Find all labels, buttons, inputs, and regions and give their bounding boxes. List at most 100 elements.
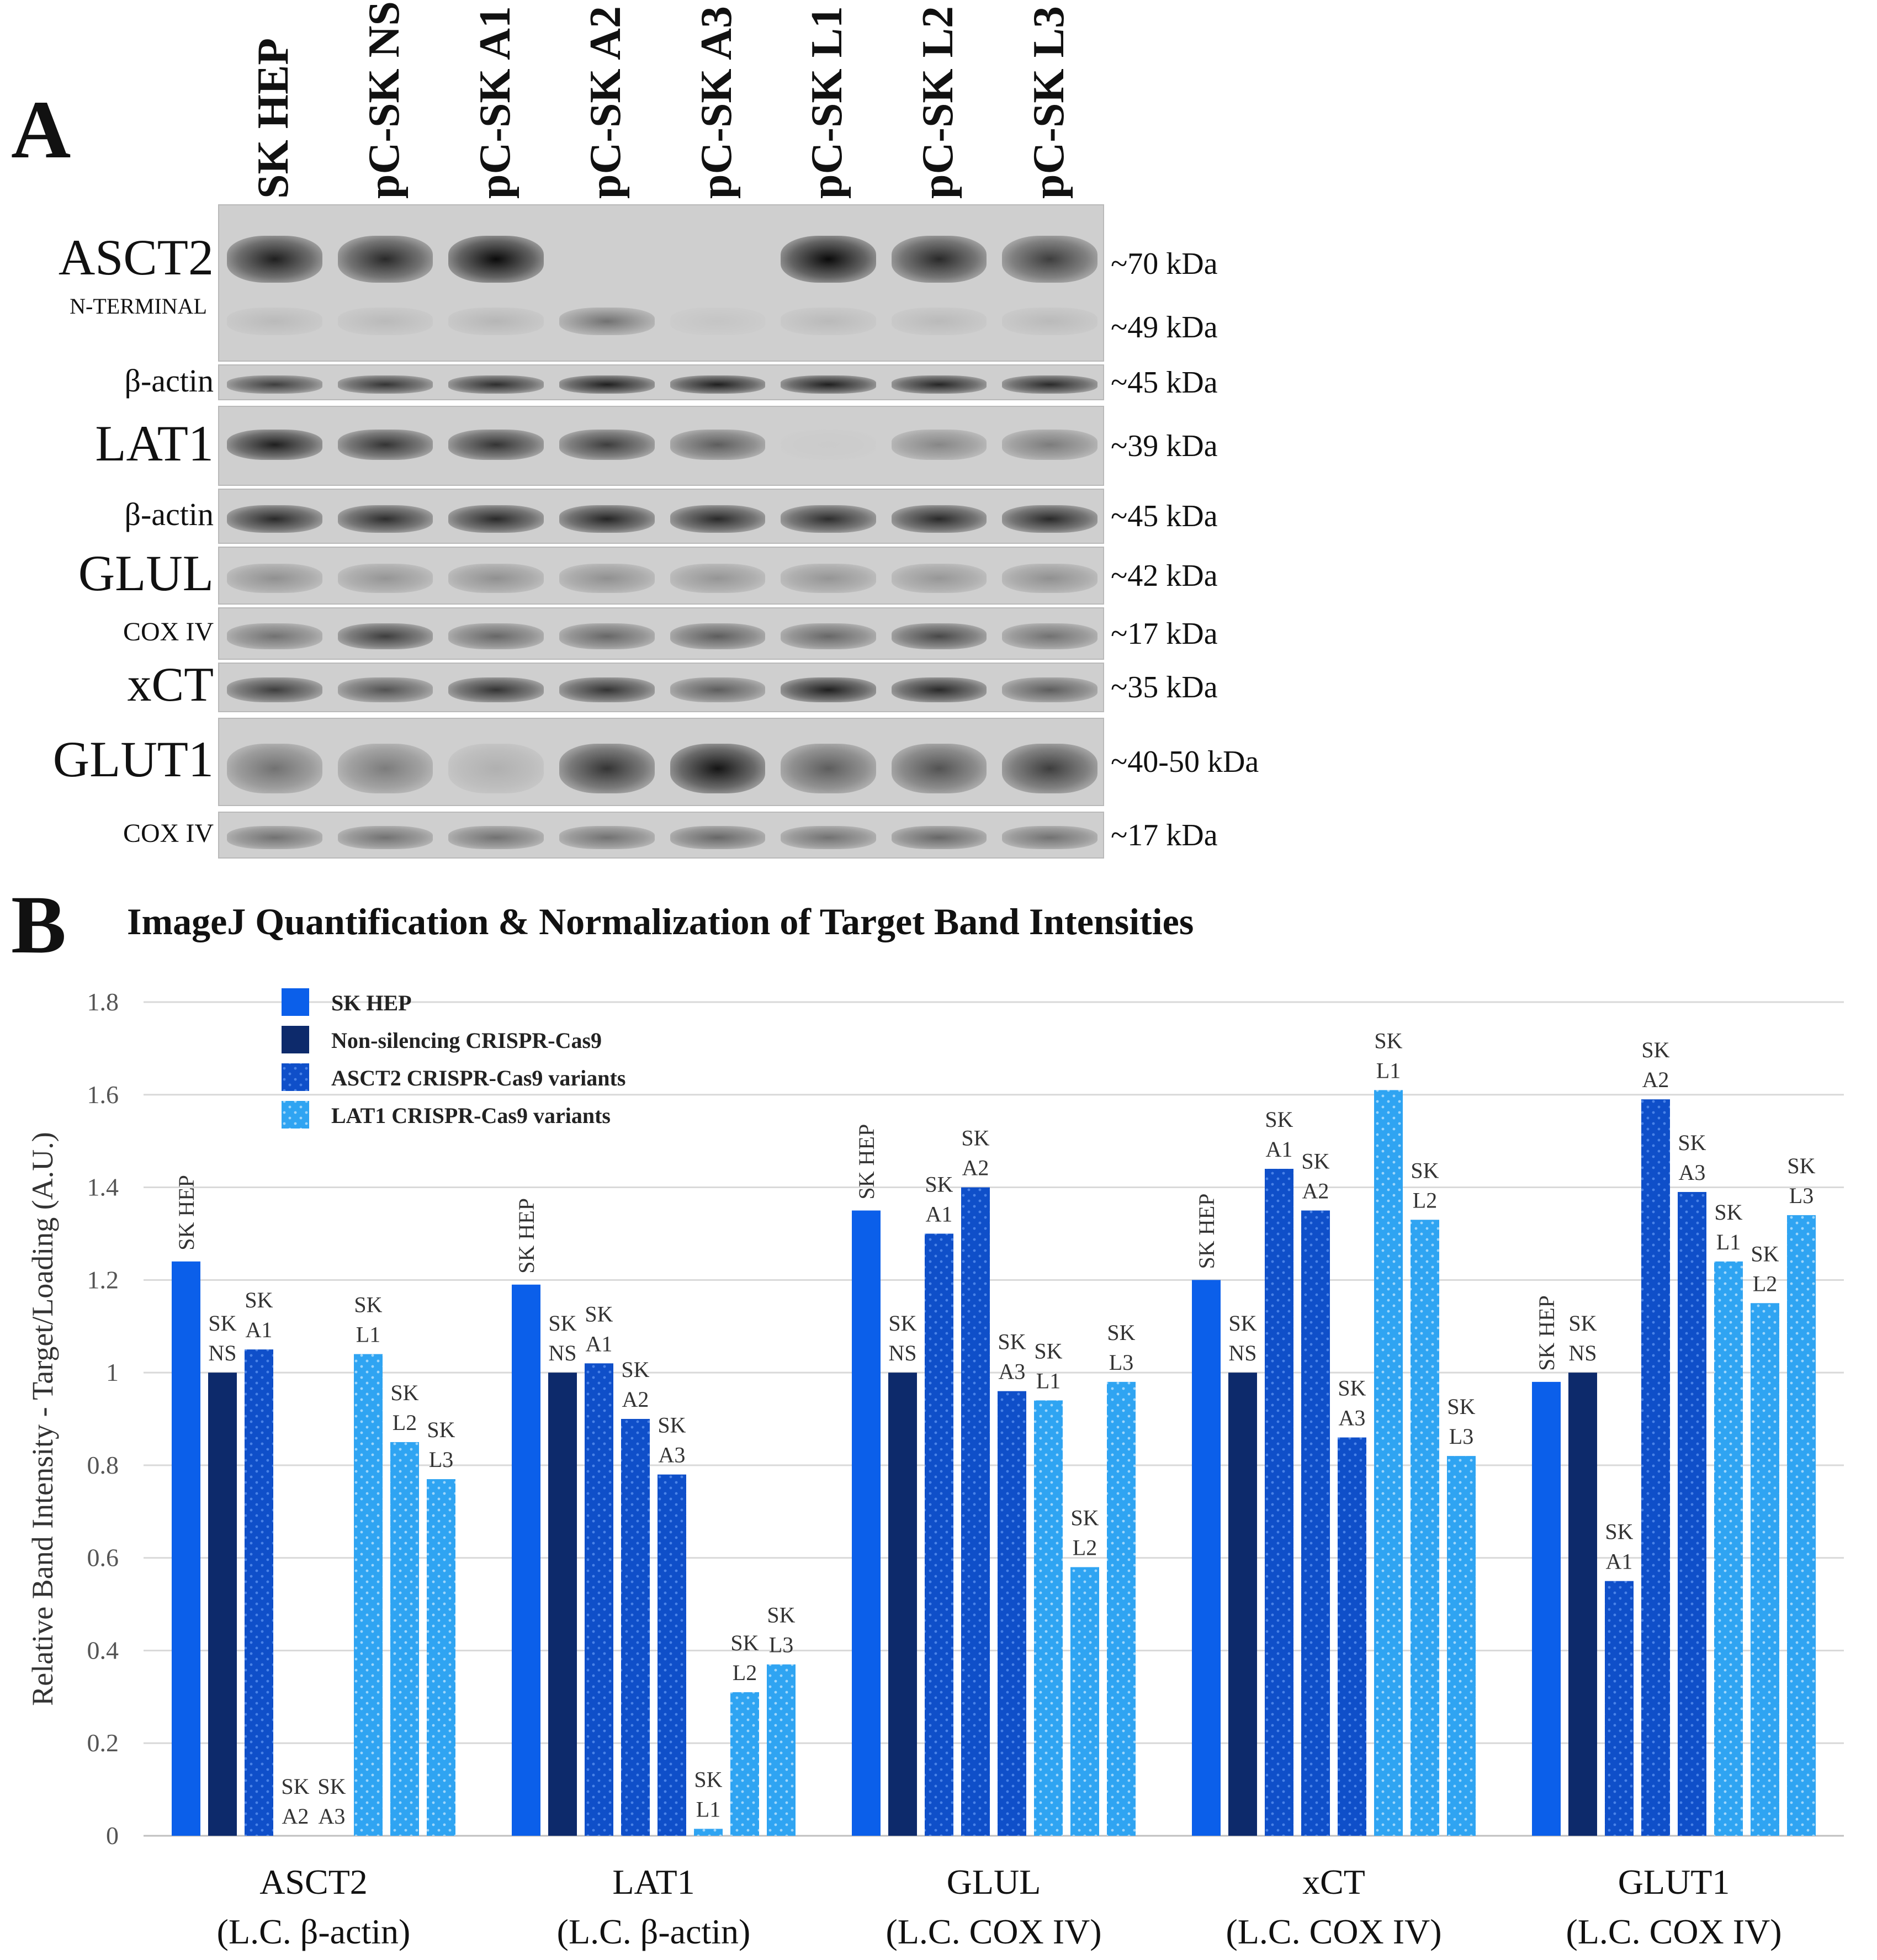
bar xyxy=(658,1474,686,1836)
lane-label: pC-SK L3 xyxy=(1024,6,1073,199)
protein-label: xCT xyxy=(127,658,214,712)
blot-band xyxy=(559,564,655,593)
blot-band xyxy=(337,505,433,533)
blot-band xyxy=(891,677,987,703)
bar xyxy=(427,1479,455,1836)
y-tick-label: 1.6 xyxy=(87,1080,119,1109)
bar xyxy=(208,1373,237,1836)
legend-label: SK HEP xyxy=(331,990,412,1015)
blot-band xyxy=(1002,236,1097,283)
blot-band xyxy=(781,564,876,593)
bar-label: L3 xyxy=(1789,1183,1814,1208)
lane-label: pC-SK NS xyxy=(359,1,409,199)
bar xyxy=(1301,1210,1330,1836)
bar-label: SK xyxy=(925,1172,953,1196)
bar xyxy=(1374,1090,1403,1836)
y-tick-label: 1.8 xyxy=(87,988,119,1016)
bar-label: SK xyxy=(1034,1338,1062,1363)
bar-label: L2 xyxy=(393,1410,417,1435)
lane-label: pC-SK A3 xyxy=(692,6,741,199)
blot-band xyxy=(448,236,544,283)
blot-band xyxy=(670,743,766,793)
bar xyxy=(1265,1169,1293,1836)
blot-band xyxy=(337,429,433,460)
blot-band xyxy=(1002,743,1097,793)
blot-band xyxy=(1002,375,1097,394)
bar xyxy=(1605,1581,1634,1836)
blot-band xyxy=(227,505,322,533)
bar-label: SK HEP xyxy=(854,1124,879,1200)
blot-cox2 xyxy=(218,812,1104,859)
category-label: LAT1 xyxy=(612,1862,694,1901)
bar xyxy=(1411,1220,1439,1836)
bar-label: SK xyxy=(548,1311,576,1336)
blot-band xyxy=(891,505,987,533)
blot-band xyxy=(1002,623,1097,650)
bar-label: A2 xyxy=(1642,1067,1669,1092)
blot-band xyxy=(891,429,987,460)
bar xyxy=(1641,1099,1670,1836)
bar xyxy=(512,1284,540,1836)
bar-label: NS xyxy=(208,1341,236,1365)
protein-label: LAT1 xyxy=(95,415,214,472)
blot-band xyxy=(559,375,655,394)
blot-band xyxy=(670,375,766,394)
blot-band xyxy=(337,623,433,650)
kda-marker: ~45 kDa xyxy=(1111,499,1218,533)
blot-band xyxy=(448,564,544,593)
protein-label: β-actin xyxy=(124,362,214,399)
bar-label: SK xyxy=(1641,1037,1669,1062)
blot-band xyxy=(670,236,766,283)
bar-label: L1 xyxy=(696,1797,720,1821)
bar xyxy=(1338,1437,1366,1836)
legend-label: LAT1 CRISPR-Cas9 variants xyxy=(331,1103,611,1128)
blot-cox1 xyxy=(218,607,1104,660)
bar xyxy=(1228,1373,1257,1836)
bar xyxy=(1034,1400,1063,1836)
bar xyxy=(694,1829,723,1836)
bar-label: SK xyxy=(1070,1505,1099,1530)
legend-swatch xyxy=(282,1063,309,1091)
bar xyxy=(1714,1261,1743,1836)
bar-label: A2 xyxy=(1302,1179,1329,1204)
blot-band xyxy=(337,677,433,703)
bar-label: A3 xyxy=(999,1359,1026,1384)
category-sublabel: (L.C. COX IV) xyxy=(1226,1912,1441,1951)
bar-label: A3 xyxy=(1339,1406,1366,1431)
bar-label: SK xyxy=(585,1301,613,1326)
blot-band xyxy=(227,236,322,283)
blot-band xyxy=(781,375,876,394)
bar xyxy=(998,1391,1026,1836)
bar xyxy=(888,1373,917,1836)
blot-band xyxy=(781,429,876,460)
blot-lat1 xyxy=(218,406,1104,486)
bar-label: A1 xyxy=(586,1331,613,1356)
blot-band xyxy=(559,825,655,850)
blot-band xyxy=(891,564,987,593)
blot-band xyxy=(781,505,876,533)
blot-band xyxy=(448,375,544,394)
bar-label: L3 xyxy=(429,1447,453,1472)
kda-marker: ~70 kDa xyxy=(1111,247,1218,281)
category-label: ASCT2 xyxy=(259,1862,368,1901)
bar-label: L2 xyxy=(733,1660,757,1685)
blot-band xyxy=(227,825,322,850)
blot-band xyxy=(559,429,655,460)
bar xyxy=(852,1210,881,1836)
bar-label: L1 xyxy=(1376,1058,1401,1083)
bar xyxy=(1192,1280,1221,1836)
blot-asct2 xyxy=(218,204,1104,362)
blot-band xyxy=(227,564,322,593)
blot-band xyxy=(891,236,987,283)
bar xyxy=(767,1664,796,1836)
blot-band xyxy=(891,623,987,650)
blot-minor-band xyxy=(891,308,987,335)
blot-band xyxy=(227,677,322,703)
blot-band xyxy=(227,429,322,460)
bar-label: SK xyxy=(390,1380,418,1405)
blot-band xyxy=(559,505,655,533)
bar xyxy=(548,1373,577,1836)
bar xyxy=(1751,1303,1779,1836)
bar-label: SK xyxy=(1411,1158,1439,1183)
bar-label: SK xyxy=(245,1288,273,1312)
